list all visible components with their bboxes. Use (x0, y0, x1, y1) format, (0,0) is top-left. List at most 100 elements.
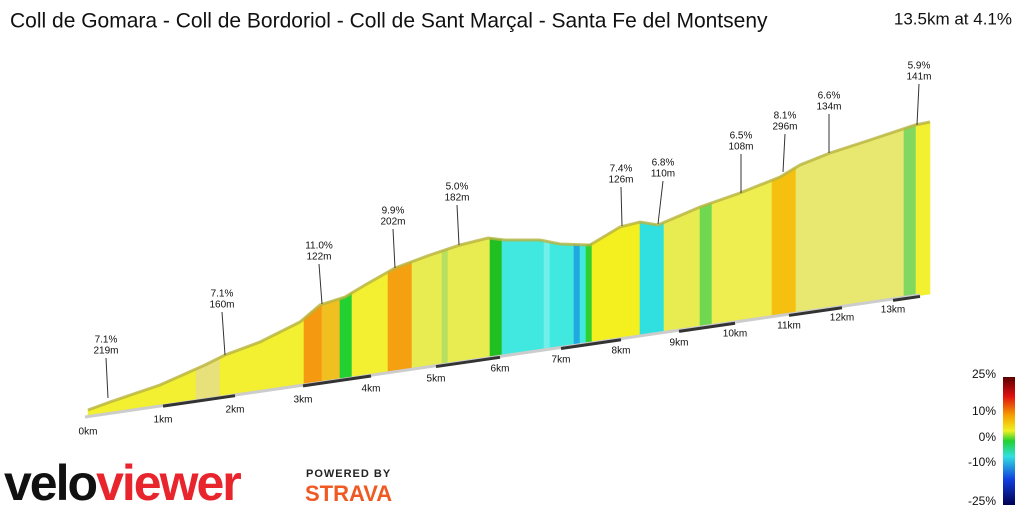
gradient-stripe (831, 149, 839, 309)
gradient-stripe (897, 128, 905, 299)
gradient-stripe (867, 138, 875, 304)
gradient-stripe (495, 238, 503, 358)
gradient-stripe (459, 243, 467, 363)
gradient-stripe (363, 281, 371, 377)
gradient-stripe (843, 146, 851, 307)
gradient-stripe (807, 158, 815, 313)
gradient-stripe (303, 312, 311, 386)
gradient-stripe (201, 363, 209, 400)
gradient-stripe (645, 222, 653, 336)
gradient-stripe (771, 177, 779, 318)
annotation-length: 160m (209, 300, 234, 311)
gradient-stripe (501, 239, 509, 357)
gradient-stripe (555, 242, 563, 349)
annotation-leader (105, 357, 109, 399)
annotation-grade: 6.8% (652, 158, 675, 169)
gradient-stripe (693, 206, 701, 329)
gradient-stripe (855, 142, 863, 306)
gradient-stripe (837, 148, 845, 308)
partner: STRAVA (305, 481, 392, 506)
gradient-stripe (291, 322, 299, 387)
annotation-grade: 6.6% (818, 91, 841, 102)
gradient-stripe (663, 219, 671, 333)
gradient-stripe (345, 292, 353, 379)
gradient-stripe (549, 241, 557, 350)
gradient-stripe (381, 271, 389, 374)
gradient-stripe (333, 298, 341, 381)
gradient-stripe (471, 240, 479, 361)
gradient-stripe (819, 154, 827, 311)
gradient-stripe (783, 170, 791, 316)
gradient-stripe (909, 124, 917, 298)
gradient-stripe (435, 250, 443, 366)
gradient-stripe (177, 373, 185, 404)
gradient-stripe (669, 216, 677, 333)
gradient-stripe (483, 237, 491, 359)
gradient-stripe (813, 156, 821, 312)
gradient-stripe (795, 163, 803, 314)
gradient-stripe (777, 174, 785, 317)
gradient-stripe (309, 307, 317, 385)
annotation-grade: 7.1% (95, 335, 118, 346)
gradient-stripe (189, 368, 197, 402)
gradient-stripe (231, 349, 239, 396)
profile-ribbon (84, 120, 931, 419)
gradient-stripe (261, 337, 269, 392)
gradient-stripe (699, 204, 707, 328)
gradient-stripe (849, 144, 857, 306)
gradient-stripe (801, 161, 809, 313)
summary: 13.5km at 4.1% (894, 9, 1012, 28)
annotation-length: 126m (608, 175, 633, 186)
powered-by: POWERED BY (306, 468, 391, 480)
km-label: 0km (79, 427, 98, 438)
gradient-stripe (561, 243, 569, 348)
gradient-stripe (273, 331, 281, 390)
gradient-stripe (633, 221, 641, 338)
gradient-stripe (609, 228, 617, 341)
annotation-leader (782, 133, 786, 173)
gradient-stripe (717, 198, 725, 326)
annotation-leader (657, 180, 664, 225)
km-segment (560, 338, 622, 350)
gradient-stripe (579, 244, 587, 346)
gradient-stripe (531, 239, 539, 353)
gradient-stripe (357, 285, 365, 378)
km-label: 13km (881, 305, 905, 316)
gradient-stripe (477, 238, 485, 360)
annotation-leader (221, 311, 226, 356)
annotation-length: 182m (444, 193, 469, 204)
km-label: 9km (670, 338, 689, 349)
gradient-stripe (921, 122, 929, 296)
gradient-stripe (225, 351, 233, 397)
gradient-stripe (591, 239, 599, 344)
gradient-stripe (447, 246, 455, 365)
gradient-stripe (375, 274, 383, 375)
gradient-stripe (285, 325, 293, 388)
annotation-leader (318, 263, 323, 305)
gradient-stripe (321, 302, 329, 383)
gradient-stripe (267, 334, 275, 391)
gradient-stripe (735, 191, 743, 323)
km-segment (678, 321, 736, 333)
gradient-stripe (429, 252, 437, 367)
gradient-stripe (453, 244, 461, 364)
gradient-stripe (279, 328, 287, 389)
gradient-stripe (681, 211, 689, 331)
gradient-stripe (747, 186, 755, 321)
annotation-length: 134m (816, 102, 841, 113)
gradient-stripe (327, 300, 335, 382)
gradient-stripe (885, 132, 893, 301)
logo: veloviewer (4, 455, 241, 511)
gradient-stripe (915, 123, 923, 297)
gradient-stripe (411, 259, 419, 370)
annotation-grade: 5.0% (446, 182, 469, 193)
gradient-stripe (651, 223, 659, 335)
gradient-stripe (639, 221, 647, 337)
gradient-stripe (369, 278, 377, 376)
gradient-stripe (705, 202, 713, 327)
gradient-stripe (567, 243, 575, 347)
color-scale (1003, 377, 1015, 505)
km-label: 4km (362, 384, 381, 395)
gradient-stripe (675, 214, 683, 332)
